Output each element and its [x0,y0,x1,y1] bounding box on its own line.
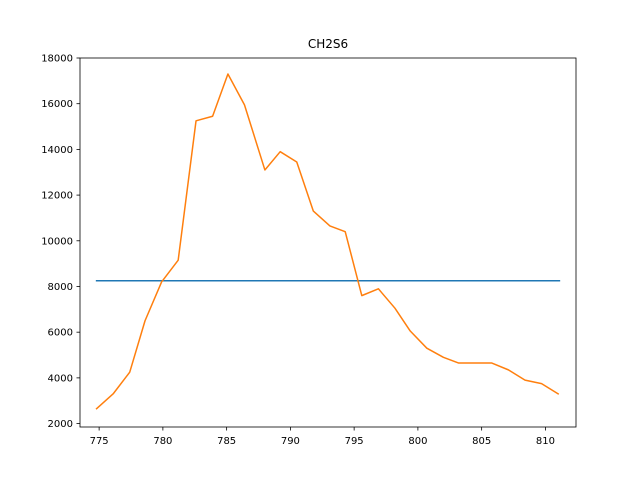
x-tick-label: 810 [536,436,555,447]
series-line-2 [95,73,560,410]
y-tick-label: 6000 [48,328,73,339]
x-tick-label: 805 [472,436,491,447]
y-tick-label: 8000 [48,282,73,293]
series-layer [95,73,561,410]
y-tick-label: 10000 [41,236,73,247]
x-tick-label: 795 [345,436,364,447]
x-tick-label: 800 [408,436,427,447]
x-tick-label: 785 [217,436,236,447]
y-tick-label: 12000 [41,191,73,202]
x-tick-label: 775 [90,436,109,447]
y-tick-label: 2000 [48,419,73,430]
chart-title: CH2S6 [308,37,348,51]
x-tick-label: 790 [281,436,300,447]
x-tick-label: 780 [153,436,172,447]
y-tick-label: 4000 [48,373,73,384]
y-tick-label: 16000 [41,99,73,110]
axes-layer: 775 780 785 790 795 800 805 810 2000 4000 6000 8000… [41,54,577,447]
y-tick-label: 18000 [41,54,73,65]
plot-frame [79,57,577,428]
y-tick-label: 14000 [41,145,73,156]
